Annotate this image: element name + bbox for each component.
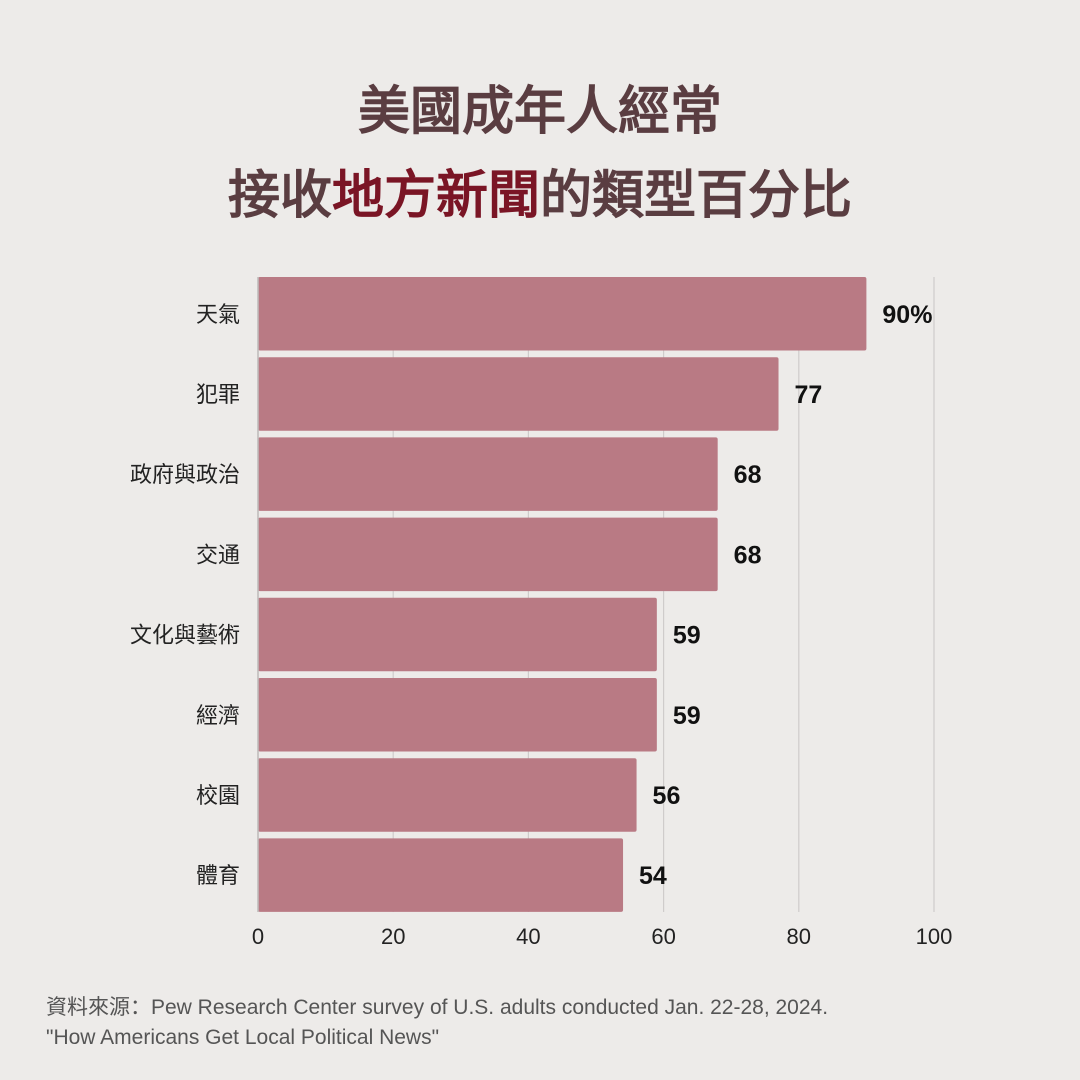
title-line-2: 接收地方新聞的類型百分比 [0,154,1080,238]
bar [258,678,657,752]
x-tick-label: 100 [916,924,953,949]
bar [258,838,624,912]
source-note: 資料來源：Pew Research Center survey of U.S. … [46,993,1046,1053]
category-label: 天氣 [196,303,240,328]
x-tick-label: 20 [381,924,405,949]
value-label: 68 [734,541,762,569]
value-label: 56 [653,782,681,810]
category-label: 交通 [196,543,240,568]
title-line-1: 美國成年人經常 [357,82,722,142]
bar [258,277,867,351]
value-label: 68 [734,461,762,489]
value-label: 54 [639,862,667,890]
category-label: 犯罪 [196,383,240,408]
bar [258,357,779,431]
x-tick-label: 60 [651,924,675,949]
category-label: 經濟 [196,704,240,729]
category-label: 政府與政治 [130,463,240,488]
title-line-2-prefix: 接收 [227,166,332,226]
source-line-2: "How Americans Get Local Political News" [46,1026,440,1049]
x-tick-label: 0 [252,924,264,949]
category-label: 校園 [196,784,240,809]
bar [258,597,657,672]
bar [258,758,637,832]
x-tick-label: 80 [787,924,811,949]
category-label: 文化與藝術 [130,624,240,649]
x-tick-label: 40 [516,924,540,949]
bar [258,437,718,511]
bar [258,517,718,592]
value-label: 59 [673,622,701,650]
title-highlight: 地方新聞 [331,166,540,226]
value-label: 77 [795,381,823,409]
chart-title: 美國成年人經常 接收地方新聞的類型百分比 [0,70,1080,238]
category-label: 體育 [196,864,240,889]
value-label: 90% [882,301,932,329]
source-line-1: 資料來源：Pew Research Center survey of U.S. … [46,996,829,1019]
value-label: 59 [673,702,701,730]
title-line-2-suffix: 的類型百分比 [540,166,853,226]
